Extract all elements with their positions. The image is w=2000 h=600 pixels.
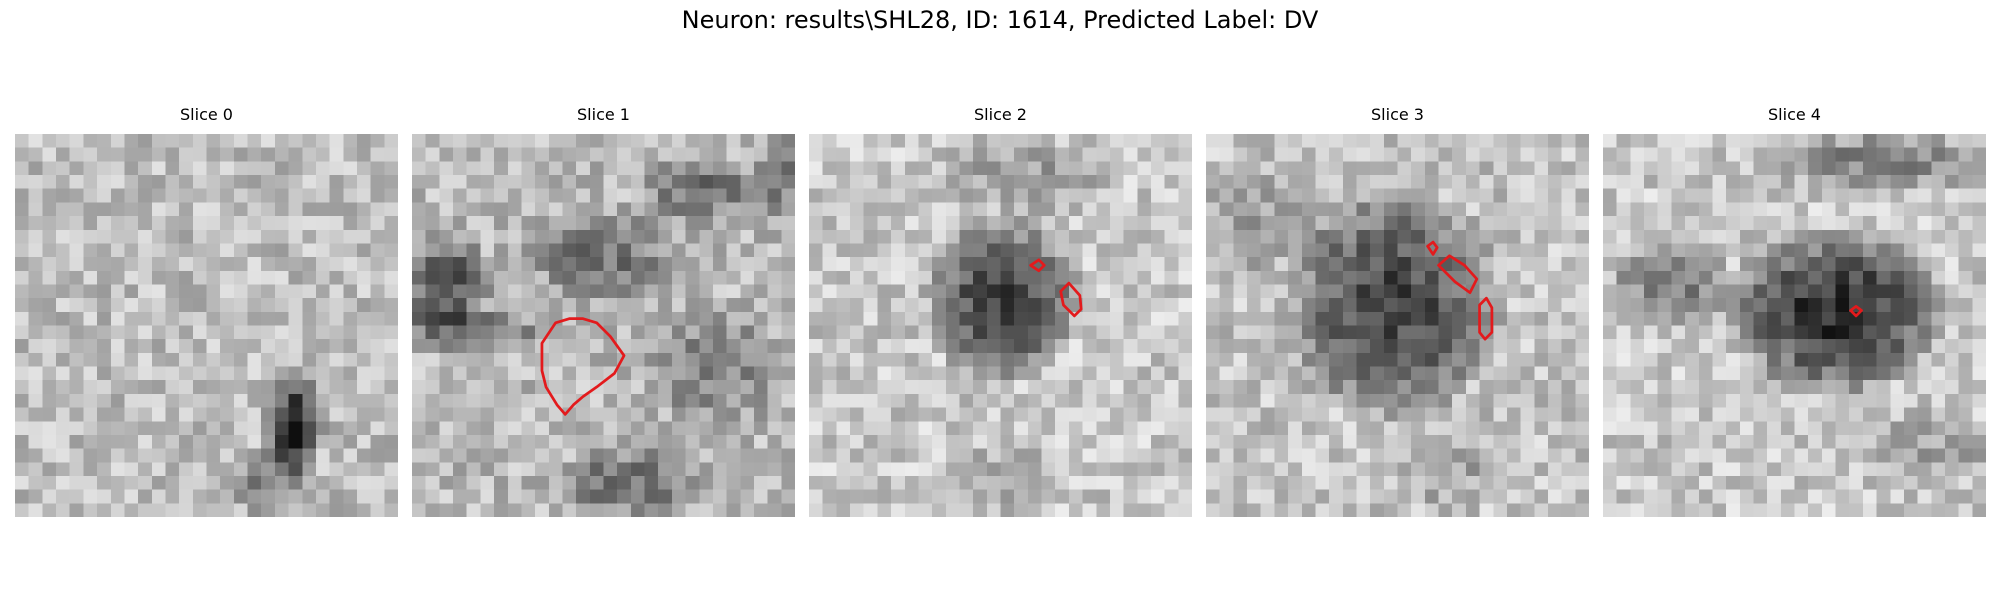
slice-panel-4: Slice 4 xyxy=(1603,104,1986,517)
slice-grid-3 xyxy=(1206,134,1589,517)
roi-contour xyxy=(1437,254,1479,295)
slice-title-0: Slice 0 xyxy=(180,105,233,124)
slice-panel-0: Slice 0 xyxy=(15,104,398,517)
slice-image-3 xyxy=(1206,134,1589,517)
roi-contour xyxy=(1849,304,1863,318)
slice-image-0 xyxy=(15,134,398,517)
slice-panel-2: Slice 2 xyxy=(809,104,1192,517)
roi-contour xyxy=(1478,296,1494,341)
roi-contour xyxy=(1059,281,1083,318)
slice-panel-3: Slice 3 xyxy=(1206,104,1589,517)
roi-contour xyxy=(1029,258,1046,273)
slice-title-4: Slice 4 xyxy=(1768,105,1821,124)
pixel-layer xyxy=(809,134,1192,517)
roi-contour xyxy=(1426,240,1439,256)
slice-panel-1: Slice 1 xyxy=(412,104,795,517)
slice-title-3: Slice 3 xyxy=(1371,105,1424,124)
slice-image-1 xyxy=(412,134,795,517)
slice-grid-4 xyxy=(1603,134,1986,517)
slice-title-1: Slice 1 xyxy=(577,105,630,124)
slice-image-2 xyxy=(809,134,1192,517)
slice-grid-2 xyxy=(809,134,1192,517)
pixel-layer xyxy=(412,134,795,517)
figure-title: Neuron: results\SHL28, ID: 1614, Predict… xyxy=(681,6,1319,34)
slice-image-4 xyxy=(1603,134,1986,517)
pixel-layer xyxy=(15,134,398,517)
slice-grid-1 xyxy=(412,134,795,517)
roi-contour xyxy=(540,317,626,416)
pixel-layer xyxy=(1603,134,1986,517)
slice-grid-0 xyxy=(15,134,398,517)
slice-title-2: Slice 2 xyxy=(974,105,1027,124)
pixel-layer xyxy=(1206,134,1589,517)
